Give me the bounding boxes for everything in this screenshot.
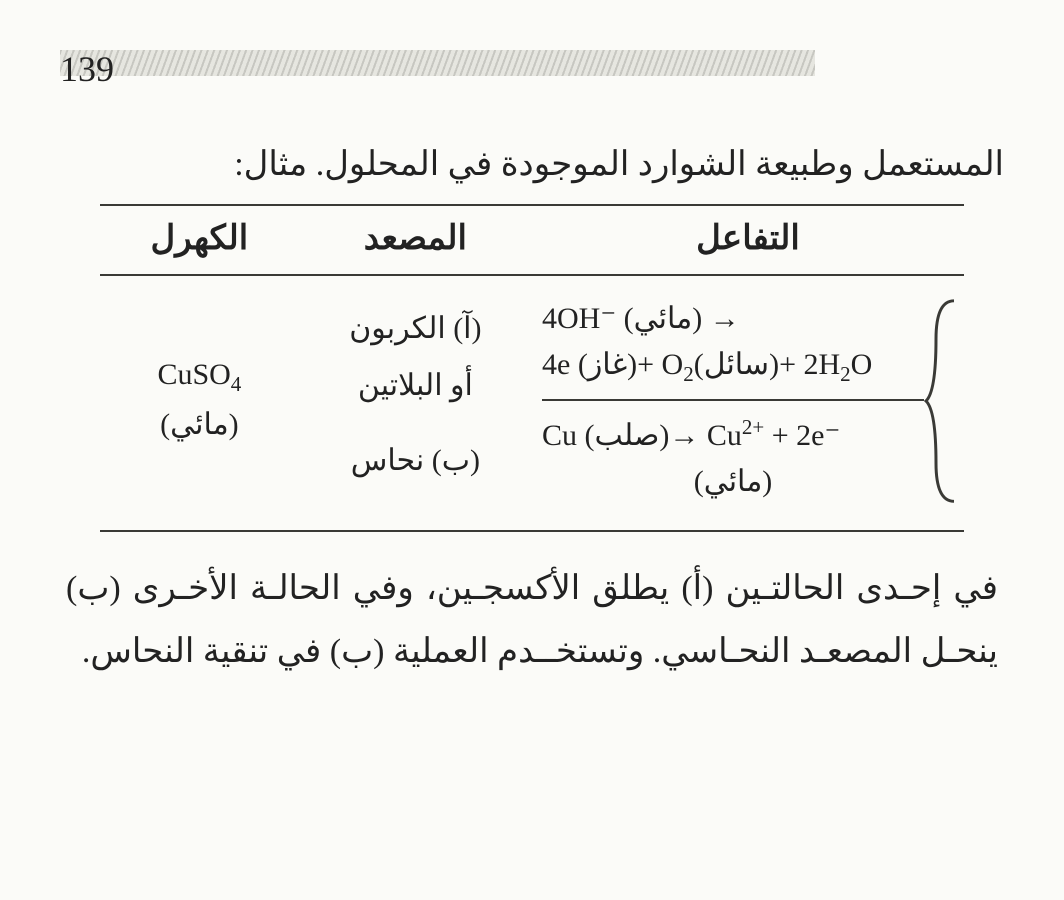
header-band: [60, 50, 815, 76]
rx2-a: 4e (غاز)+ O: [542, 348, 683, 381]
rx3-sup: 2+: [742, 415, 764, 439]
elec-formula-a: CuSO: [157, 358, 230, 391]
reaction-line-3: Cu (صلب)→ Cu2+ + 2e⁻: [542, 411, 924, 460]
reaction-line-1: 4OH⁻ (مائي) →: [542, 296, 924, 343]
intro-paragraph: المستعمل وطبيعة الشوارد الموجودة في المح…: [60, 136, 1004, 194]
table-rule-top: [100, 204, 964, 206]
anode-option-a: (آ) الكربون: [299, 300, 532, 357]
elec-formula-sub: 4: [231, 372, 242, 396]
rx3-a: Cu (صلب)→ Cu: [542, 419, 742, 452]
rx2-sub1: 2: [683, 362, 694, 386]
rx2-c: O: [851, 348, 873, 381]
page-number: 139: [60, 48, 114, 90]
electrolyte-cell: CuSO4 (مائي): [100, 296, 299, 506]
table-rule-mid: [100, 274, 964, 276]
reaction-equations: 4OH⁻ (مائي) → 4e (غاز)+ O2(سائل)+ 2H2O C…: [532, 296, 924, 506]
header-reaction: التفاعل: [532, 218, 964, 258]
header-anode: المصعد: [299, 218, 532, 258]
curly-brace-icon: [924, 296, 964, 506]
anode-option-b: (ب) نحاس: [299, 432, 532, 489]
electrolyte-state: (مائي): [100, 401, 299, 449]
table-body-row: 4OH⁻ (مائي) → 4e (غاز)+ O2(سائل)+ 2H2O C…: [100, 282, 964, 524]
header-electrolyte: الكهرل: [100, 218, 299, 258]
reaction-line-2: 4e (غاز)+ O2(سائل)+ 2H2O: [542, 342, 924, 391]
rx3-b: + 2e⁻: [764, 419, 840, 452]
reaction-table: التفاعل المصعد الكهرل 4OH⁻ (مائي) → 4e (…: [100, 204, 964, 532]
reaction-cell: 4OH⁻ (مائي) → 4e (غاز)+ O2(سائل)+ 2H2O C…: [532, 296, 964, 506]
anode-cell: (آ) الكربون أو البلاتين (ب) نحاس: [299, 296, 532, 506]
electrolyte-formula: CuSO4: [100, 351, 299, 402]
page: 139 المستعمل وطبيعة الشوارد الموجودة في …: [0, 0, 1064, 900]
rx2-b: (سائل)+ 2H: [694, 348, 840, 381]
table-rule-bottom: [100, 530, 964, 532]
reaction-line-4: (مائي): [542, 459, 924, 506]
outro-paragraph: في إحـدى الحالتـين (أ) يطلق الأكسجـين، و…: [60, 558, 1004, 684]
table-header-row: التفاعل المصعد الكهرل: [100, 212, 964, 268]
anode-option-a-2: أو البلاتين: [299, 357, 532, 414]
rx2-sub2: 2: [840, 362, 851, 386]
reaction-divider: [542, 399, 924, 401]
